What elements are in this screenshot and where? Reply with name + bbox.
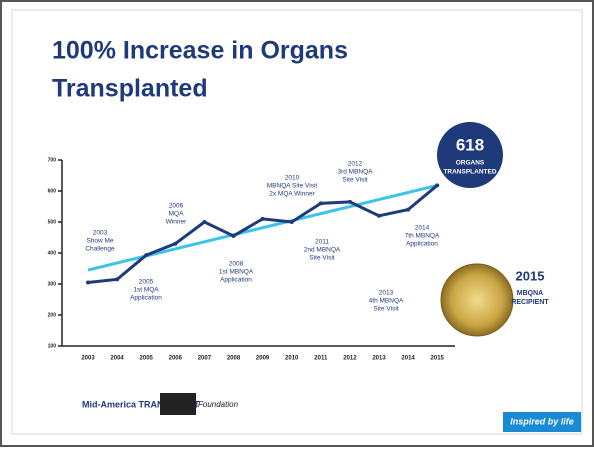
annotation: MQA <box>169 211 184 218</box>
data-point <box>86 280 90 285</box>
badge-text: TRANSPLANTED <box>443 169 496 176</box>
x-tick-label: 2011 <box>314 356 328 362</box>
annotation: 2003 <box>93 230 108 237</box>
data-point <box>260 216 265 221</box>
title: Transplanted <box>52 75 208 103</box>
title: 100% Increase in Organs <box>52 37 348 65</box>
annotation: Site Visit <box>342 177 367 184</box>
x-tick-label: 2006 <box>169 356 183 362</box>
y-tick-label: 700 <box>48 157 57 163</box>
data-point <box>231 233 236 238</box>
data-point <box>377 213 381 218</box>
x-tick-label: 2003 <box>81 356 95 362</box>
x-tick-label: 2010 <box>285 356 299 362</box>
annotation: 1st MBNQA <box>219 269 254 276</box>
y-tick-label: 500 <box>48 219 57 225</box>
annotation: 2014 <box>415 225 430 232</box>
annotation: Winner <box>166 219 187 226</box>
annotation: Site Visit <box>309 255 334 262</box>
x-tick-label: 2015 <box>431 356 445 362</box>
x-tick-label: 2004 <box>110 356 124 362</box>
tagline: Inspired by life <box>510 416 574 426</box>
data-point <box>202 220 207 224</box>
x-tick-label: 2008 <box>227 356 241 362</box>
tagline-banner <box>503 412 581 432</box>
annotation: 2012 <box>348 161 363 168</box>
data-point <box>115 277 120 282</box>
annotation: 2010 <box>285 175 300 182</box>
annotation: Show Me <box>86 238 113 245</box>
annotation: 2011 <box>315 239 329 246</box>
logo: Foundation <box>198 400 239 409</box>
x-tick-label: 2007 <box>198 356 212 362</box>
logo: Mid-America TRANSPLANT <box>82 399 200 409</box>
data-point <box>289 220 294 224</box>
x-tick-label: 2009 <box>256 356 270 362</box>
annotation: 3rd MBNQA <box>337 169 373 176</box>
data-point <box>435 183 440 188</box>
annotation: Site Visit <box>373 306 398 313</box>
x-tick-label: 2014 <box>401 356 415 362</box>
annotation: 2nd MBNQA <box>304 247 341 254</box>
y-tick-label: 100 <box>48 343 57 349</box>
annotation: 1st MQA <box>133 287 159 294</box>
annotation: 2006 <box>169 203 184 210</box>
annotation: 7th MBNQA <box>405 233 440 240</box>
x-tick-label: 2013 <box>372 356 386 362</box>
badge <box>437 122 503 188</box>
badge-number: 618 <box>456 135 484 154</box>
annotation: 2013 <box>379 290 394 297</box>
data-point <box>144 253 149 258</box>
data-point <box>347 199 352 204</box>
y-tick-label: 300 <box>48 281 57 287</box>
award-year: 2015 <box>516 268 545 283</box>
annotation: 2005 <box>139 279 154 286</box>
y-tick-label: 600 <box>48 188 57 194</box>
award-text: RECIPIENT <box>511 299 549 306</box>
annotation: Challenge <box>85 246 115 253</box>
data-point <box>318 201 323 206</box>
x-tick-label: 2012 <box>343 356 357 362</box>
award-text: MBQNA <box>517 290 543 297</box>
annotation: MBNQA Site Visit <box>267 183 318 190</box>
badge-text: ORGANS <box>456 160 485 167</box>
logo-icon <box>160 393 196 415</box>
slide-frame <box>11 9 583 435</box>
annotation: Application <box>406 241 438 248</box>
annotation: Application <box>220 277 252 284</box>
medal <box>440 263 514 337</box>
y-tick-label: 200 <box>48 312 57 318</box>
annotation: 4th MBNQA <box>369 298 404 305</box>
annotation: Application <box>130 295 162 302</box>
x-tick-label: 2005 <box>140 356 154 362</box>
data-point <box>173 241 178 246</box>
annotation: 2008 <box>229 261 244 268</box>
y-tick-label: 400 <box>48 250 57 256</box>
data-point <box>406 207 411 212</box>
annotation: 2x MQA Winner <box>269 191 315 198</box>
